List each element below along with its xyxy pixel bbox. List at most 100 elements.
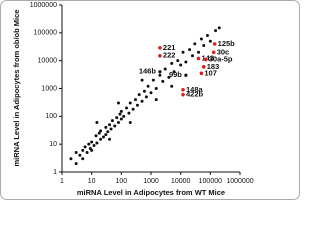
- highlight-label: 125b: [218, 39, 236, 48]
- point: [181, 50, 185, 54]
- point: [97, 131, 101, 135]
- point: [179, 63, 183, 67]
- point: [69, 157, 73, 161]
- x-tick-label: 10000: [171, 178, 191, 185]
- point-label: 99b: [169, 70, 182, 79]
- chart: miRNA Level in Adipocytes from WT Mice m…: [0, 0, 300, 200]
- highlight-label: 143: [202, 53, 215, 62]
- point: [119, 109, 123, 113]
- point: [197, 50, 201, 54]
- highlight-point: [158, 45, 162, 50]
- x-tick-label: 1: [60, 178, 64, 185]
- highlight-label: 148a: [186, 85, 204, 94]
- point: [106, 130, 110, 134]
- annotated-point: [184, 73, 188, 77]
- highlight-point: [196, 56, 201, 61]
- point: [205, 34, 209, 38]
- point: [190, 54, 194, 58]
- y-tick-label: 1000000: [30, 2, 57, 9]
- point: [109, 127, 113, 131]
- point: [144, 95, 148, 99]
- point: [116, 121, 120, 125]
- x-axis-title: miRNA Level in Adipocytes from WT Mice: [77, 188, 225, 197]
- point: [94, 134, 98, 138]
- point: [125, 106, 129, 110]
- highlight-label: 221: [163, 43, 176, 52]
- point: [83, 145, 87, 149]
- point: [122, 114, 126, 118]
- y-tick-label: 10: [49, 141, 57, 148]
- point: [217, 26, 221, 30]
- point: [95, 121, 99, 125]
- point: [170, 84, 174, 88]
- highlight-label: 183: [207, 62, 220, 71]
- point: [128, 121, 132, 125]
- highlight-label: 107: [204, 68, 217, 77]
- highlight-label: 222: [163, 51, 176, 60]
- point: [104, 133, 108, 137]
- highlight-label: 422b: [186, 90, 204, 99]
- point: [188, 48, 192, 52]
- point: [81, 157, 85, 161]
- point: [131, 107, 135, 111]
- point: [133, 98, 137, 102]
- point: [110, 119, 114, 123]
- x-tick-label: 100: [115, 178, 127, 185]
- point: [108, 137, 112, 141]
- x-tick-label: 10: [88, 178, 96, 185]
- point: [149, 91, 153, 95]
- frame: [0, 0, 300, 200]
- highlight-label: 30a-5p: [209, 54, 233, 63]
- point: [113, 124, 117, 128]
- y-tick-label: 10000: [38, 58, 58, 65]
- point-label: 146b: [139, 67, 157, 76]
- highlight-label: 30c: [217, 47, 230, 56]
- point: [135, 103, 139, 107]
- point: [104, 125, 108, 129]
- point: [108, 123, 112, 127]
- highlight-point: [181, 92, 185, 97]
- point: [158, 73, 162, 77]
- point: [172, 70, 176, 74]
- point: [163, 67, 167, 71]
- point: [137, 93, 141, 97]
- point: [151, 78, 155, 82]
- point: [199, 37, 203, 41]
- point: [140, 99, 144, 103]
- y-tick-label: 100: [45, 113, 57, 120]
- point: [74, 151, 78, 155]
- point: [78, 153, 82, 157]
- point: [101, 135, 105, 139]
- x-tick-label: 100000: [199, 178, 222, 185]
- highlight-point: [201, 65, 206, 69]
- y-tick-label: 1000: [41, 85, 57, 92]
- point: [208, 39, 212, 43]
- point: [90, 140, 94, 144]
- point: [85, 151, 89, 155]
- point: [99, 129, 103, 133]
- point: [95, 141, 99, 145]
- point: [115, 116, 119, 120]
- highlight-point: [212, 42, 217, 46]
- y-axis-title: miRNA Level in Adipocytes from ob/ob Mic…: [12, 10, 21, 167]
- point: [193, 42, 197, 46]
- point: [99, 137, 103, 141]
- point: [128, 101, 132, 105]
- point: [154, 87, 158, 90]
- highlight-point: [181, 87, 185, 92]
- point: [90, 148, 94, 152]
- point: [118, 112, 122, 116]
- point: [167, 75, 171, 79]
- x-tick-label: 1000000: [226, 178, 253, 185]
- point: [140, 78, 144, 82]
- highlight-point: [158, 53, 162, 58]
- point: [184, 60, 188, 64]
- point: [170, 61, 174, 65]
- annotated-point: [158, 70, 162, 74]
- point: [74, 162, 78, 166]
- point: [87, 142, 91, 146]
- point: [202, 44, 206, 48]
- point: [127, 111, 131, 115]
- y-tick-label: 1: [53, 169, 57, 176]
- point: [176, 59, 180, 63]
